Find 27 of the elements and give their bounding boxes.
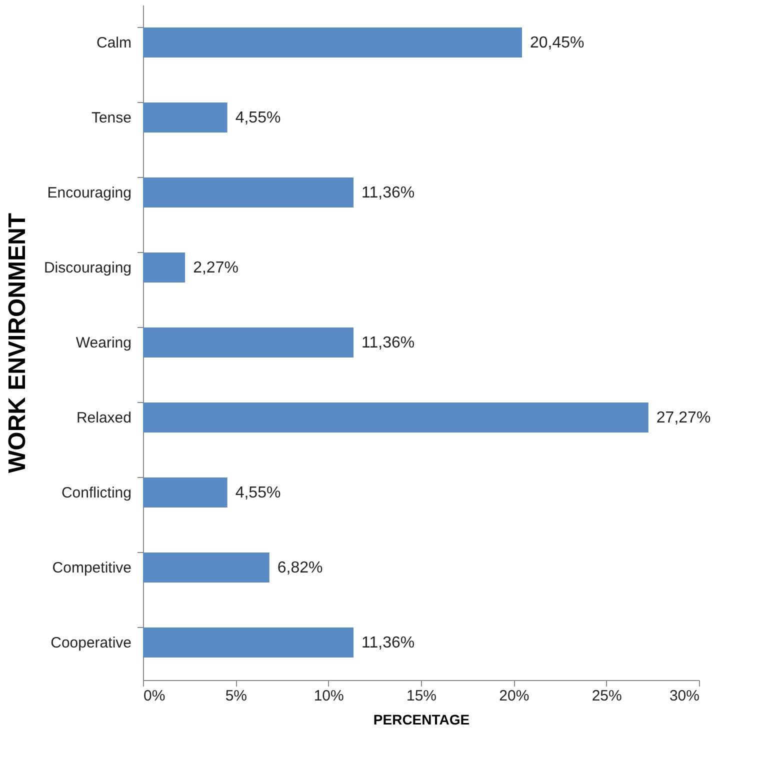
data-label: 4,55% <box>235 484 281 502</box>
y-tick-label: Conflicting <box>61 484 132 502</box>
data-label: 4,55% <box>235 110 281 126</box>
y-tick-label: Competitive <box>52 560 132 576</box>
y-tick-label: Discouraging <box>44 260 132 276</box>
y-tick-label: Calm <box>96 34 132 52</box>
y-tick-label: Encouraging <box>47 184 132 202</box>
x-axis-title: PERCENTAGE <box>373 712 470 728</box>
y-axis-title: WORK ENVIRONMENT <box>4 212 31 473</box>
data-label: 11,36% <box>362 634 415 652</box>
y-tick-label: Wearing <box>76 334 132 352</box>
x-tick-label: 15% <box>406 688 437 704</box>
data-label: 27,27% <box>656 410 711 426</box>
data-label: 6,82% <box>277 560 323 576</box>
x-tick-label: 30% <box>669 688 700 704</box>
x-tick-label: 10% <box>314 688 344 704</box>
x-tick-label: 0% <box>144 688 166 704</box>
data-label: 11,36% <box>362 184 415 202</box>
x-tick-label: 25% <box>592 688 622 704</box>
x-tick-label: 5% <box>225 688 248 704</box>
y-tick-label: Relaxed <box>76 410 132 426</box>
x-tick-label: 20% <box>499 688 530 704</box>
data-label: 11,36% <box>362 334 415 352</box>
data-label: 2,27% <box>193 260 238 276</box>
y-tick-label: Cooperative <box>50 634 132 652</box>
y-tick-label: Tense <box>91 110 132 126</box>
data-label: 20,45% <box>530 34 584 52</box>
